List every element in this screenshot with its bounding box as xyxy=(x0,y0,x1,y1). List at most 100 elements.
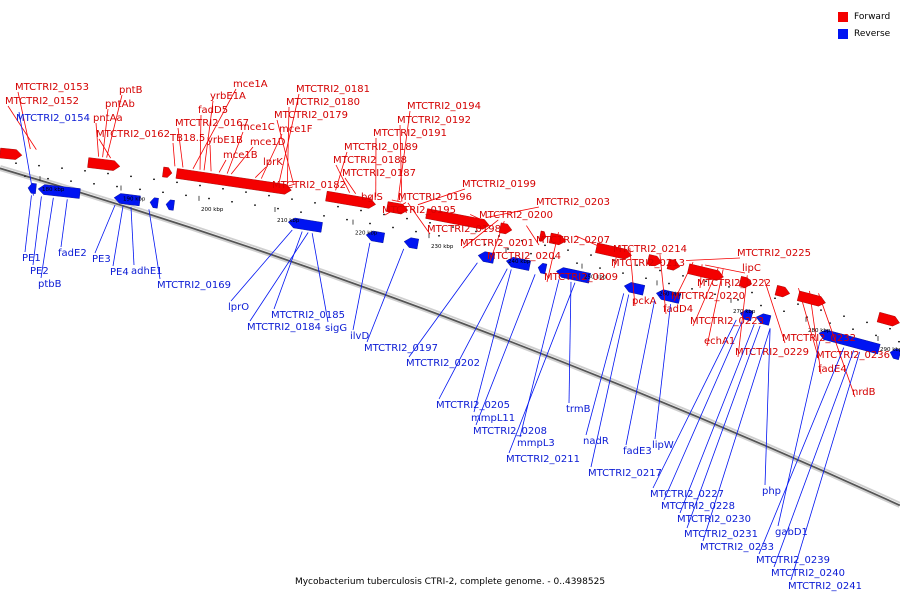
reverse-label-connector xyxy=(764,328,771,486)
backbone-dash xyxy=(875,334,877,337)
backbone-dash xyxy=(139,188,141,191)
forward-gene-label: mce1B xyxy=(223,150,258,161)
reverse-gene-label: PE2 xyxy=(30,266,49,277)
reverse-feature xyxy=(403,237,420,250)
reverse-gene-label: ilvD xyxy=(350,331,369,342)
forward-label-connector xyxy=(399,124,403,202)
backbone-dash xyxy=(599,267,601,269)
forward-gene-label: mce1F xyxy=(279,124,313,135)
reverse-feature xyxy=(755,313,772,326)
backbone-dash xyxy=(300,211,302,213)
reverse-label-connector xyxy=(508,282,576,454)
forward-feature xyxy=(425,208,490,230)
tick-layer: 180 kbp 190 kbp 200 kbp 210 kbp 220 kbp 230 k… xyxy=(15,162,900,353)
reverse-gene-label: PE4 xyxy=(110,267,129,278)
backbone-dash xyxy=(553,257,555,260)
backbone-dash xyxy=(162,191,164,194)
reverse-gene-label: trmB xyxy=(566,404,591,415)
reverse-label-connector xyxy=(130,206,135,266)
reverse-gene-label: MTCTRI2_0241 xyxy=(788,581,862,592)
forward-gene-label: MTCTRI2_0152 xyxy=(5,96,79,107)
backbone-dash xyxy=(645,277,647,279)
tick-label: 270 kbp xyxy=(733,309,756,315)
reverse-feature xyxy=(889,348,900,361)
backbone-dash xyxy=(843,315,845,317)
backbone-dash xyxy=(622,272,624,274)
forward-label-connector xyxy=(177,127,184,168)
reverse-gene-label: MTCTRI2_0208 xyxy=(473,426,547,437)
backbone-dash xyxy=(866,321,868,324)
reverse-gene-label: PE3 xyxy=(92,254,111,265)
forward-feature xyxy=(666,258,681,271)
map-caption: Mycobacterium tuberculosis CTRI-2, compl… xyxy=(294,577,606,587)
reverse-gene-label: MTCTRI2_0228 xyxy=(661,501,735,512)
reverse-gene-label: MTCTRI2_0205 xyxy=(436,400,510,411)
backbone-dash xyxy=(392,226,394,229)
feature-layer xyxy=(0,147,900,361)
forward-label-connector xyxy=(629,247,636,307)
backbone-dash xyxy=(153,178,155,181)
reverse-label-connector xyxy=(408,262,478,358)
reverse-feature xyxy=(537,263,548,275)
forward-label-connector xyxy=(391,199,402,203)
backbone-dash xyxy=(323,215,325,217)
forward-label-connector xyxy=(462,219,499,249)
reverse-gene-label: MTCTRI2_0230 xyxy=(677,514,751,525)
forward-gene-label: pntAb xyxy=(105,99,135,110)
tick-label: 190 kbp xyxy=(123,197,146,203)
reverse-label-connector xyxy=(60,199,68,248)
reverse-label-connector xyxy=(112,205,124,267)
forward-label-connector xyxy=(209,144,212,172)
forward-gene-label: nrdB xyxy=(852,387,876,398)
backbone-dash xyxy=(737,299,739,301)
tick-label: 220 kbp xyxy=(355,231,378,237)
reverse-label-connector xyxy=(40,197,54,279)
reverse-gene-label: MTCTRI2_0231 xyxy=(684,529,758,540)
forward-feature xyxy=(876,311,900,327)
backbone-dash xyxy=(484,243,486,246)
backbone-dash xyxy=(521,239,523,242)
reverse-feature xyxy=(556,267,591,284)
reverse-gene-label: MTCTRI2_0233 xyxy=(700,542,774,553)
backbone-dash xyxy=(185,194,187,197)
reverse-gene-label: lprO xyxy=(228,302,249,313)
backbone-dash xyxy=(530,252,532,255)
forward-label-connector xyxy=(260,133,283,179)
backbone-dash xyxy=(668,282,670,285)
forward-gene-label: MTCTRI2_0213 xyxy=(611,258,685,269)
forward-label-connector xyxy=(106,94,123,158)
reverse-label-connector xyxy=(585,293,625,436)
forward-label-connector xyxy=(489,220,505,262)
reverse-gene-label: MTCTRI2_0154 xyxy=(16,113,90,124)
forward-gene-label: MTCTRI2_0209 xyxy=(544,272,618,283)
forward-label-connector xyxy=(417,188,466,206)
forward-label-connector xyxy=(699,264,703,289)
forward-label-connector xyxy=(199,114,202,170)
tick-label: 280 kbp xyxy=(808,328,831,334)
forward-gene-label: MTCTRI2_0180 xyxy=(286,97,360,108)
reverse-feature xyxy=(505,257,531,271)
reverse-label-connector xyxy=(773,350,855,568)
forward-gene-label: MTCTRI2_0204 xyxy=(487,251,561,262)
forward-gene-label: yrbE1A xyxy=(210,91,246,102)
forward-feature xyxy=(325,190,376,209)
forward-gene-label: MTCTRI2_0198 xyxy=(427,224,501,235)
backbone-dash xyxy=(728,286,730,288)
reverse-gene-label: MTCTRI2_0184 xyxy=(247,322,321,333)
backbone-dash xyxy=(438,235,440,237)
forward-label-connector xyxy=(706,269,724,347)
forward-gene-label: fadD4 xyxy=(663,304,693,315)
forward-label-connector xyxy=(98,138,111,159)
forward-gene-label: MTCTRI2_0192 xyxy=(397,115,471,126)
forward-gene-label: MTCTRI2_0179 xyxy=(274,110,348,121)
forward-gene-label: MTCTRI2_0199 xyxy=(462,179,536,190)
forward-feature xyxy=(774,285,791,298)
reverse-gene-label: adhE1 xyxy=(131,266,163,277)
backbone-dash xyxy=(613,259,615,261)
forward-feature xyxy=(548,232,567,246)
forward-label-connector xyxy=(276,119,294,184)
reverse-label-connector xyxy=(148,209,161,280)
forward-label-connector xyxy=(384,202,407,216)
forward-label-connector xyxy=(203,100,214,171)
